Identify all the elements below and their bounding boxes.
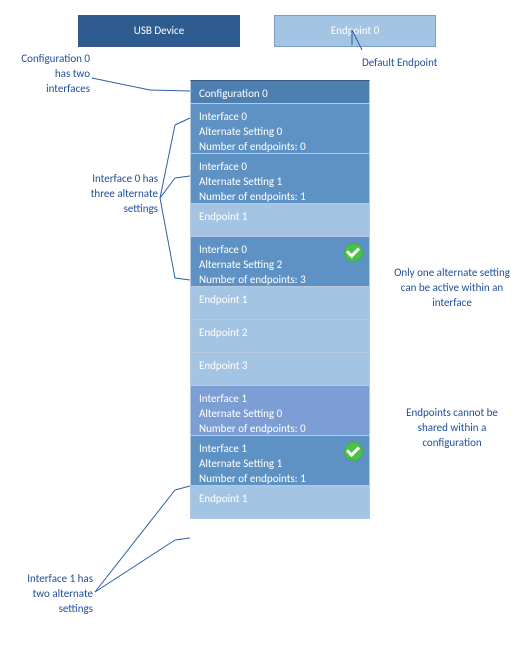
annotation-endpoints-not-shared: Endpoints cannot be shared within a conf… [392, 406, 512, 451]
block-ep1-b-line-0: Endpoint 1 [199, 293, 361, 308]
block-if0-as1-line-1: Alternate Setting 1 [199, 175, 361, 190]
block-if1-as0-line-1: Alternate Setting 0 [199, 407, 361, 422]
block-if1-as1-line-1: Alternate Setting 1 [199, 457, 361, 472]
block-ep1-a-line-0: Endpoint 1 [199, 210, 361, 225]
block-if0-as1-line-2: Number of endpoints: 1 [199, 190, 361, 205]
block-if0-as1-line-0: Interface 0 [199, 160, 361, 175]
block-if0-as2-line-1: Alternate Setting 2 [199, 258, 361, 273]
block-if1-as1: Interface 1Alternate Setting 1Number of … [190, 436, 370, 486]
block-if1-as0-line-2: Number of endpoints: 0 [199, 422, 361, 437]
block-ep1-c-line-0: Endpoint 1 [199, 492, 361, 507]
block-ep3: Endpoint 3 [190, 353, 370, 386]
checkmark-icon [344, 243, 363, 262]
checkmark-icon [344, 442, 363, 461]
block-ep3-line-0: Endpoint 3 [199, 359, 361, 374]
block-if1-as1-line-0: Interface 1 [199, 442, 361, 457]
block-if1-as1-line-2: Number of endpoints: 1 [199, 472, 361, 487]
block-if0-as1: Interface 0Alternate Setting 1Number of … [190, 154, 370, 204]
block-if0-as2: Interface 0Alternate Setting 2Number of … [190, 237, 370, 287]
block-if0-as2-line-0: Interface 0 [199, 243, 361, 258]
block-if0-as0: Interface 0Alternate Setting 0Number of … [190, 104, 370, 154]
block-if0-as0-line-1: Alternate Setting 0 [199, 125, 361, 140]
block-if1-as0: Interface 1Alternate Setting 0Number of … [190, 386, 370, 436]
block-ep1-c: Endpoint 1 [190, 486, 370, 519]
configuration-stack: Configuration 0Interface 0Alternate Sett… [190, 80, 370, 519]
block-ep1-b: Endpoint 1 [190, 287, 370, 320]
annotation-one-alternate-active: Only one alternate setting can be active… [392, 266, 512, 311]
annotation-interface0-settings: Interface 0 has three alternate settings [73, 172, 158, 217]
block-ep2: Endpoint 2 [190, 320, 370, 353]
block-ep2-line-0: Endpoint 2 [199, 326, 361, 341]
block-config: Configuration 0 [190, 80, 370, 104]
block-if1-as0-line-0: Interface 1 [199, 392, 361, 407]
block-if0-as0-line-0: Interface 0 [199, 110, 361, 125]
block-config-line-0: Configuration 0 [199, 87, 361, 102]
annotation-config-two-interfaces: Configuration 0 has two interfaces [15, 52, 90, 97]
annotation-default-endpoint: Default Endpoint [362, 56, 472, 71]
annotation-interface1-settings: Interface 1 has two alternate settings [18, 572, 93, 617]
endpoint-0-box: Endpoint 0 [274, 15, 436, 47]
usb-device-box: USB Device [78, 15, 240, 47]
block-if0-as2-line-2: Number of endpoints: 3 [199, 273, 361, 288]
block-ep1-a: Endpoint 1 [190, 204, 370, 237]
block-if0-as0-line-2: Number of endpoints: 0 [199, 140, 361, 155]
